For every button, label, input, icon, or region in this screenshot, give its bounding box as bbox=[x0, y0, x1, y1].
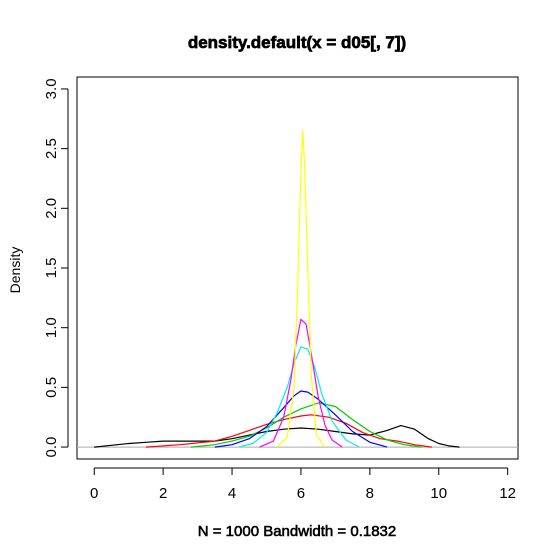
x-tick-label: 8 bbox=[366, 485, 374, 502]
plot-frame bbox=[76, 76, 519, 460]
x-tick-label: 12 bbox=[499, 485, 516, 502]
density-line-2 bbox=[145, 414, 432, 448]
chart-title: density.default(x = d05[, 7]) bbox=[188, 33, 406, 52]
y-tick-label: 0.0 bbox=[43, 437, 60, 458]
density-line-3 bbox=[190, 402, 422, 448]
x-tick-label: 0 bbox=[90, 485, 98, 502]
y-tick-label: 0.5 bbox=[43, 377, 60, 398]
x-tick-label: 2 bbox=[159, 485, 167, 502]
y-axis-label: Density bbox=[7, 247, 23, 294]
y-axis: 0.0 0.5 1.0 1.5 2.0 2.5 3.0 bbox=[43, 78, 69, 458]
x-axis: 0 2 4 6 8 10 12 bbox=[90, 467, 516, 502]
density-line-6 bbox=[259, 318, 343, 448]
y-tick-label: 1.5 bbox=[43, 258, 60, 279]
density-line-4 bbox=[214, 390, 388, 448]
y-tick-label: 2.0 bbox=[43, 198, 60, 219]
x-tick-label: 4 bbox=[228, 485, 236, 502]
y-tick-label: 3.0 bbox=[43, 78, 60, 99]
x-tick-label: 10 bbox=[430, 485, 447, 502]
density-curves bbox=[94, 130, 460, 448]
y-tick-label: 1.0 bbox=[43, 317, 60, 338]
x-axis-subtitle: N = 1000 Bandwidth = 0.1832 bbox=[198, 523, 397, 540]
density-line-1 bbox=[94, 425, 460, 448]
y-tick-label: 2.5 bbox=[43, 138, 60, 159]
density-line-7 bbox=[276, 130, 326, 448]
x-tick-label: 6 bbox=[297, 485, 305, 502]
density-line-5 bbox=[238, 346, 360, 448]
